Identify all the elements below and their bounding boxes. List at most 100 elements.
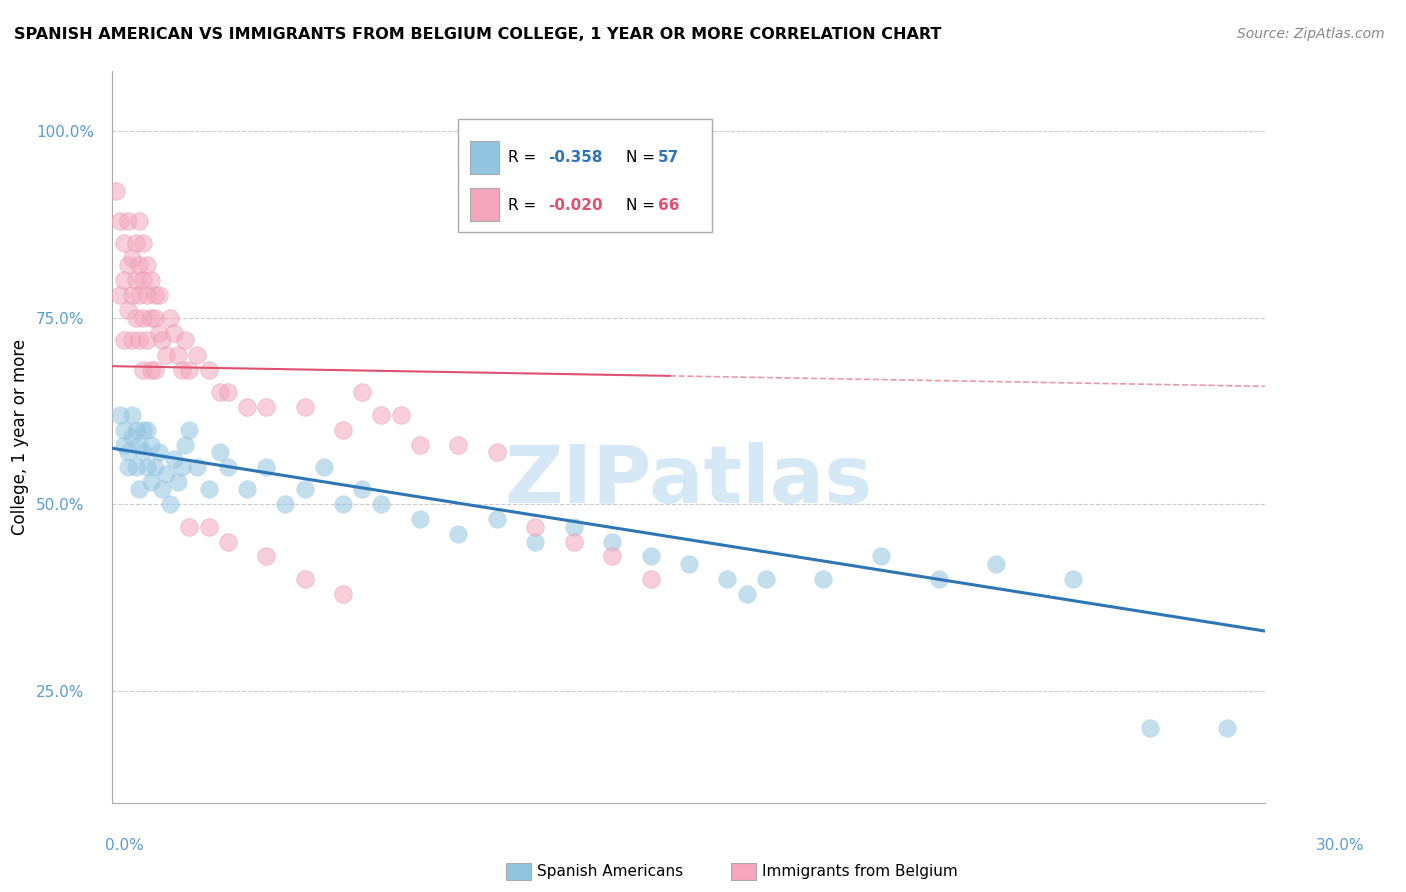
Point: [163, 326, 186, 340]
Point: [143, 363, 166, 377]
Point: [121, 251, 143, 265]
Point: [179, 423, 201, 437]
Point: [409, 512, 432, 526]
Point: [136, 459, 159, 474]
Point: [148, 326, 170, 340]
Point: [294, 572, 316, 586]
Point: [332, 497, 354, 511]
Point: [159, 497, 181, 511]
Point: [209, 445, 232, 459]
Point: [152, 483, 174, 497]
Point: [928, 572, 950, 586]
Point: [136, 333, 159, 347]
Point: [124, 273, 146, 287]
Point: [143, 288, 166, 302]
Bar: [470, 141, 499, 174]
Point: [117, 259, 139, 273]
Point: [332, 423, 354, 437]
Text: 66: 66: [658, 198, 679, 212]
Point: [174, 437, 197, 451]
Point: [128, 213, 150, 227]
Point: [197, 519, 219, 533]
Point: [139, 475, 162, 489]
Point: [562, 534, 585, 549]
Point: [755, 572, 778, 586]
Text: -0.020: -0.020: [548, 198, 603, 212]
Point: [139, 310, 162, 325]
Point: [159, 310, 181, 325]
Point: [112, 423, 135, 437]
Text: Immigrants from Belgium: Immigrants from Belgium: [762, 864, 957, 879]
Text: -0.358: -0.358: [548, 150, 603, 165]
Bar: [470, 188, 499, 221]
Point: [124, 459, 146, 474]
Point: [640, 572, 662, 586]
Text: SPANISH AMERICAN VS IMMIGRANTS FROM BELGIUM COLLEGE, 1 YEAR OR MORE CORRELATION : SPANISH AMERICAN VS IMMIGRANTS FROM BELG…: [14, 27, 942, 42]
Point: [236, 483, 259, 497]
Point: [128, 483, 150, 497]
Point: [139, 273, 162, 287]
Text: 0.0%: 0.0%: [105, 838, 145, 854]
Point: [312, 459, 335, 474]
Point: [179, 519, 201, 533]
Text: ZIPatlas: ZIPatlas: [505, 442, 873, 520]
Point: [128, 288, 150, 302]
Point: [105, 184, 128, 198]
Point: [186, 459, 208, 474]
Point: [370, 408, 392, 422]
Point: [254, 549, 277, 564]
Point: [136, 288, 159, 302]
Point: [524, 519, 547, 533]
Point: [1216, 721, 1239, 735]
Point: [132, 423, 155, 437]
Point: [139, 363, 162, 377]
Text: R =: R =: [508, 198, 541, 212]
Point: [813, 572, 835, 586]
Point: [108, 408, 131, 422]
Point: [128, 259, 150, 273]
Point: [524, 534, 547, 549]
Point: [136, 259, 159, 273]
Point: [274, 497, 297, 511]
Point: [124, 235, 146, 250]
FancyBboxPatch shape: [458, 119, 711, 232]
Point: [197, 483, 219, 497]
Text: R =: R =: [508, 150, 541, 165]
Point: [179, 363, 201, 377]
Point: [163, 452, 186, 467]
Point: [986, 557, 1008, 571]
Point: [124, 423, 146, 437]
Point: [1139, 721, 1161, 735]
Point: [640, 549, 662, 564]
Point: [870, 549, 893, 564]
Point: [121, 333, 143, 347]
Point: [152, 333, 174, 347]
Text: 57: 57: [658, 150, 679, 165]
Point: [148, 288, 170, 302]
Point: [143, 459, 166, 474]
Point: [447, 527, 470, 541]
Point: [352, 385, 374, 400]
Point: [1062, 572, 1084, 586]
Point: [217, 534, 239, 549]
Y-axis label: College, 1 year or more: College, 1 year or more: [11, 339, 30, 535]
Point: [170, 459, 193, 474]
Text: N =: N =: [626, 198, 659, 212]
Point: [117, 303, 139, 318]
Point: [155, 348, 177, 362]
Text: Source: ZipAtlas.com: Source: ZipAtlas.com: [1237, 27, 1385, 41]
Point: [112, 235, 135, 250]
Point: [124, 310, 146, 325]
Text: Spanish Americans: Spanish Americans: [537, 864, 683, 879]
Point: [132, 273, 155, 287]
Point: [132, 445, 155, 459]
Point: [117, 445, 139, 459]
Point: [294, 483, 316, 497]
Point: [352, 483, 374, 497]
Point: [170, 363, 193, 377]
Point: [121, 288, 143, 302]
Point: [254, 459, 277, 474]
Point: [112, 437, 135, 451]
Point: [117, 459, 139, 474]
Point: [117, 213, 139, 227]
